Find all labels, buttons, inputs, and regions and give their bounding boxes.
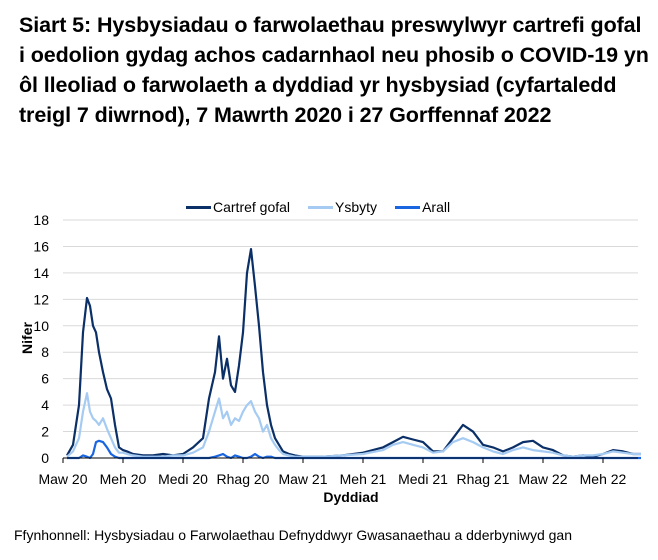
legend-label: Ysbyty [335,199,378,215]
y-tick-label: 10 [33,318,49,334]
legend-swatch-icon [308,205,334,209]
chart-legend: Cartref gofal Ysbyty Arall [186,199,450,215]
legend-label: Arall [422,199,451,215]
x-axis-title: Dyddiad [323,489,378,505]
x-tick-label: Meh 22 [580,471,627,487]
x-tick-label: Meh 21 [340,471,387,487]
line-chart: 0 2 4 6 8 10 12 14 16 18 Maw 20 Meh 20 Medi 20 Rhag … [19,212,641,505]
y-tick-label: 0 [41,450,49,466]
gridlines [63,219,638,433]
x-axis: Maw 20 Meh 20 Medi 20 Rhag 20 Maw 21 Meh 21 Me… [38,457,638,487]
x-tick-label: Medi 21 [398,471,448,487]
legend-label: Cartref gofal [213,199,291,215]
y-axis-title: Nifer [19,322,35,354]
series-line-cartref-gofal [66,248,641,458]
y-tick-label: 4 [41,397,49,413]
x-tick-label: Rhag 20 [217,471,270,487]
y-tick-label: 8 [41,344,49,360]
x-tick-label: Rhag 21 [457,471,510,487]
chart-title: Siart 5: Hysbysiadau o farwolaethau pres… [19,13,649,127]
legend-item-arall: Arall [395,199,450,215]
y-tick-label: 2 [41,424,49,440]
y-tick-label: 12 [33,291,49,307]
x-tick-label: Meh 20 [100,471,147,487]
y-axis-ticks: 0 2 4 6 8 10 12 14 16 18 [33,212,49,466]
y-tick-label: 6 [41,371,49,387]
x-tick-label: Maw 20 [38,471,87,487]
source-note: Ffynhonnell: Hysbysiadau o Farwolaethau … [14,527,572,543]
y-tick-label: 16 [33,238,49,254]
legend-swatch-icon [186,205,211,209]
y-tick-label: 18 [33,212,49,228]
x-tick-label: Maw 21 [278,471,327,487]
legend-item-cartref-gofal: Cartref gofal [186,199,290,215]
x-tick-label: Medi 20 [158,471,208,487]
x-tick-label: Maw 22 [518,471,567,487]
series-line-ysbyty [66,392,641,458]
legend-item-ysbyty: Ysbyty [308,199,377,215]
y-tick-label: 14 [33,265,49,281]
data-series [66,248,641,460]
legend-swatch-icon [395,205,421,209]
